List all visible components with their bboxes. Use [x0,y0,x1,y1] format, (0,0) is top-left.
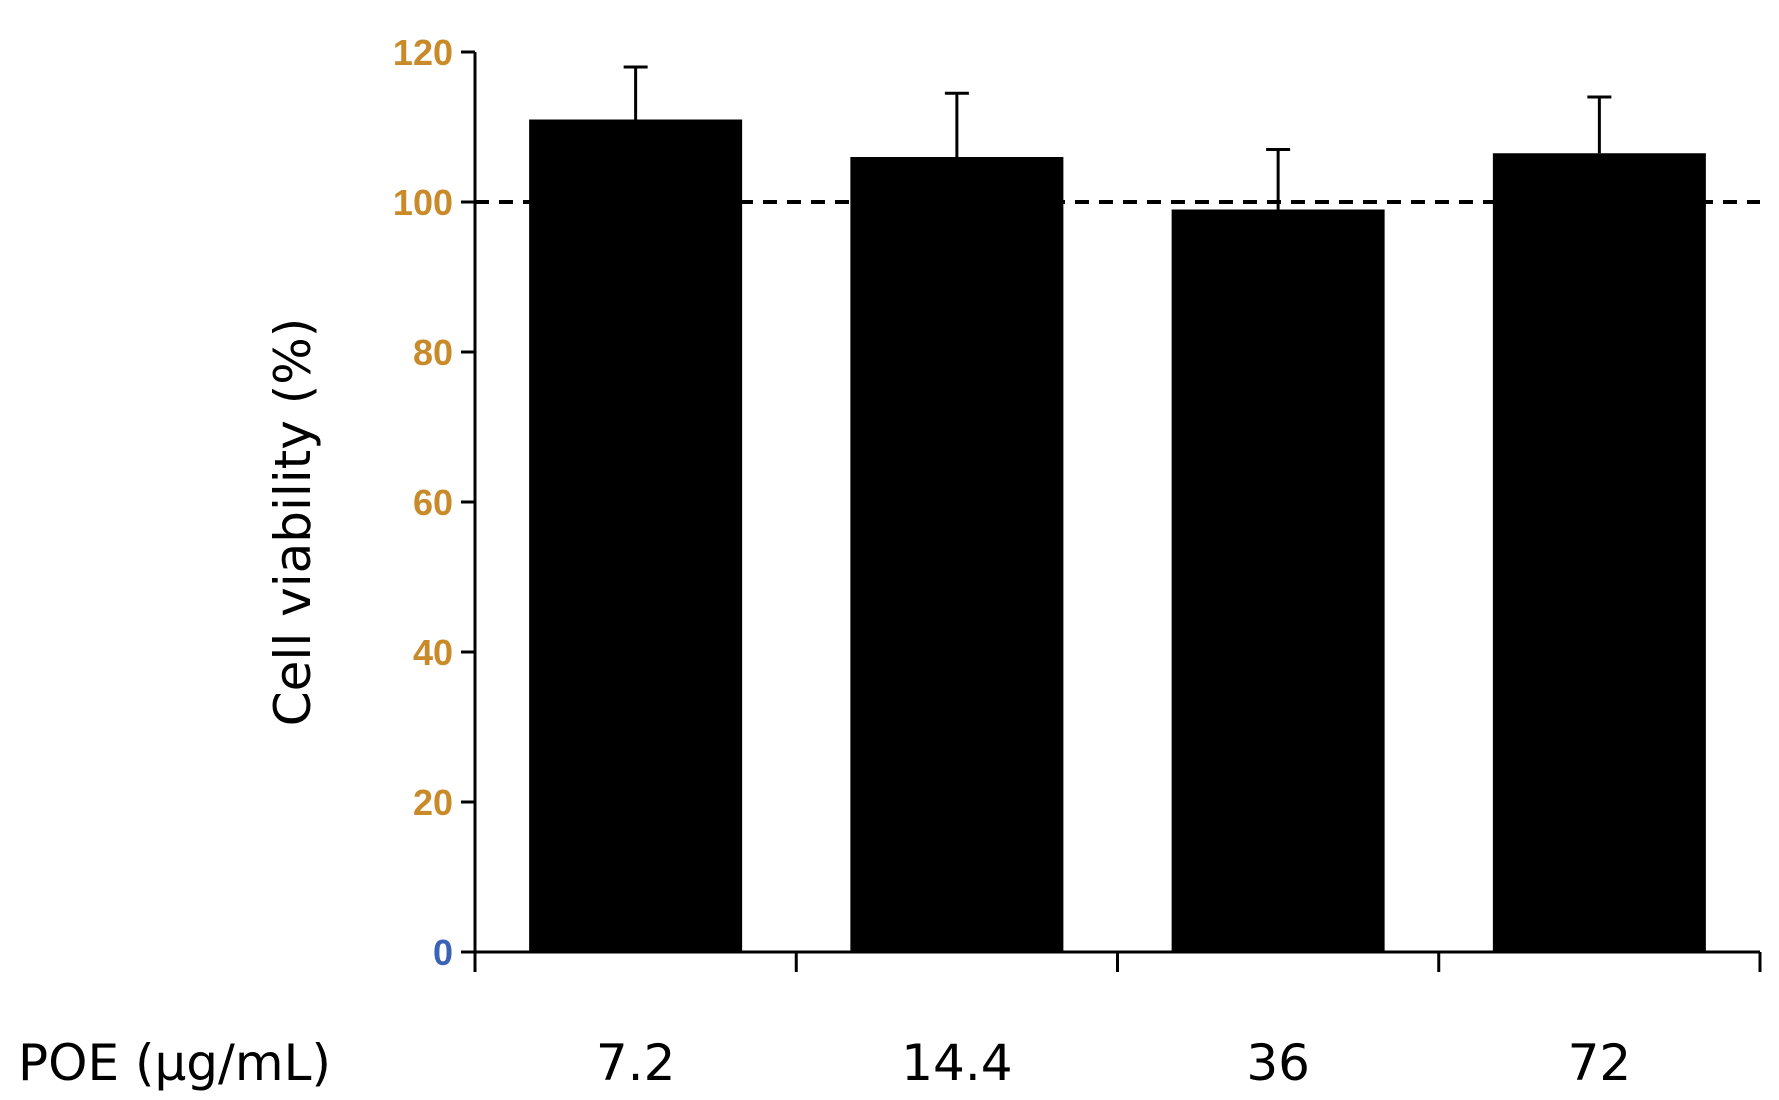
x-tick-label: 72 [1568,1034,1632,1092]
bar [1492,153,1706,952]
y-tick-label: 120 [393,32,453,73]
bar [1171,209,1385,952]
y-tick-label: 100 [393,182,453,223]
bars [529,119,1706,952]
bar [529,119,743,952]
x-tick-label: 14.4 [901,1034,1012,1092]
x-tick-label: 7.2 [596,1034,676,1092]
error-bars [623,65,1612,210]
y-tick-label: 0 [433,932,453,973]
y-tick-label: 60 [413,482,453,523]
bar [850,157,1064,952]
y-axis-label: Cell viability (%) [264,318,322,727]
x-axis-label: POE (μg/mL) [18,1034,331,1092]
y-tick-label: 40 [413,632,453,673]
category-labels: 7.2 14.4 36 72 [596,1034,1631,1092]
y-tick-label: 20 [413,782,453,823]
x-tick-label: 36 [1246,1034,1310,1092]
y-ticks: 0 20 40 60 80 100 120 [393,32,475,973]
x-ticks [473,952,1762,972]
y-tick-label: 80 [413,332,453,373]
